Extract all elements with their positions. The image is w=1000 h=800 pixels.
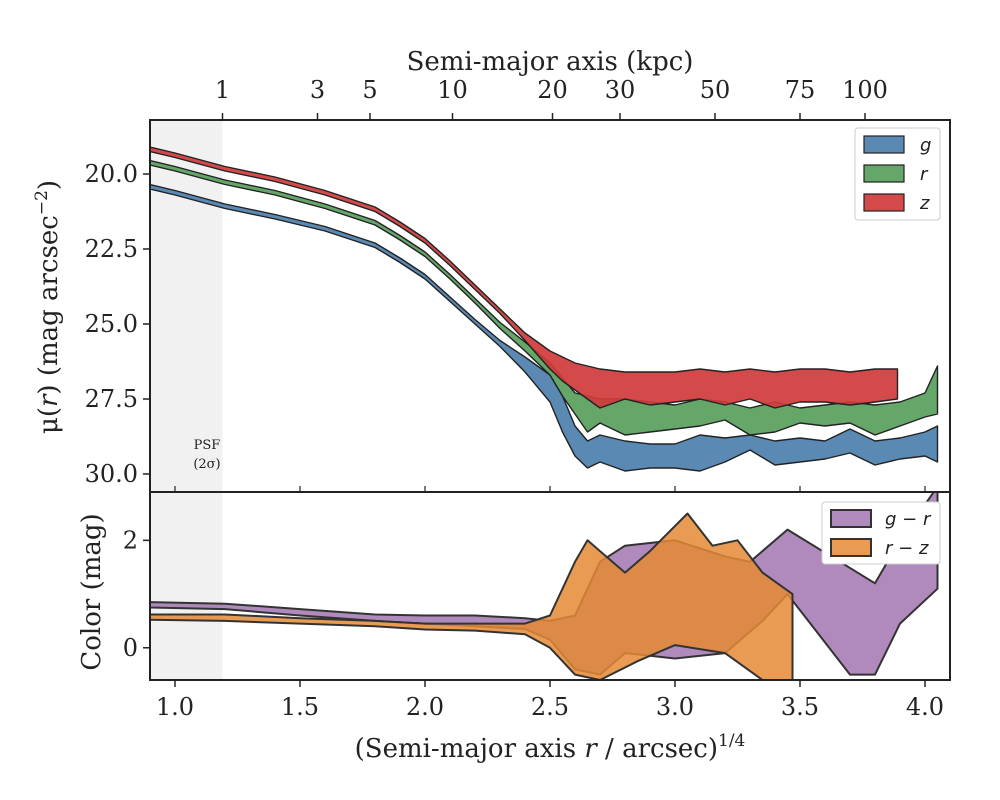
x-tick-label: 1.0	[156, 693, 194, 721]
legend-swatch-z	[863, 193, 905, 212]
y-axis-title-mu: μ(r) (mag arcsec−2)	[32, 180, 64, 434]
legend-label-r-z: r − z	[885, 538, 929, 559]
legend-colors: g − r r − z	[821, 501, 941, 565]
y-tick-label: 20.0	[85, 160, 138, 188]
x-tick-label: 2.0	[406, 693, 444, 721]
kpc-tick-label: 100	[842, 76, 888, 104]
legend-swatch-g-r	[830, 509, 872, 528]
psf-region-top	[150, 120, 223, 492]
color-panel: 02 1.0 1.5 2.0 2.5 3.0 3.5 4.0 Color (mag) (Se…	[77, 486, 951, 764]
surface-brightness-areas	[150, 146, 939, 472]
top-axis-title: Semi-major axis (kpc)	[407, 47, 694, 77]
kpc-axis-ticks: 1 3 5 10 20 30 50 75 100	[215, 76, 888, 120]
color-areas	[150, 492, 939, 680]
kpc-tick-label: 10	[437, 76, 468, 104]
band-g	[150, 183, 939, 472]
legend-bands: grz	[854, 127, 941, 221]
x-tick-label: 1.5	[281, 693, 319, 721]
x-tick-label: 4.0	[906, 693, 944, 721]
kpc-tick-label: 50	[700, 76, 731, 104]
band-r	[150, 159, 939, 436]
psf-label: PSF	[194, 438, 221, 453]
kpc-tick-label: 75	[785, 76, 816, 104]
band-z	[150, 146, 899, 409]
x-axis-title: (Semi-major axis r / arcsec)1/4	[355, 731, 746, 764]
psf-region-bottom	[150, 492, 223, 680]
color-band-g-r	[150, 492, 939, 676]
kpc-tick-label: 1	[215, 76, 230, 104]
legend-swatch-r	[863, 164, 905, 183]
y-tick-label: 22.5	[85, 235, 138, 263]
legend-label-g: g	[920, 135, 931, 156]
y-tick-label: 25.0	[85, 310, 138, 338]
x-tick-label: 2.5	[531, 693, 569, 721]
x-tick-label: 3.5	[781, 693, 819, 721]
y-tick-label: 27.5	[85, 385, 138, 413]
x-axis-ticks: 1.0 1.5 2.0 2.5 3.0 3.5 4.0	[156, 486, 944, 721]
psf-sigma-label: (2σ)	[193, 457, 220, 472]
y-tick-label: 30.0	[85, 460, 138, 488]
kpc-tick-label: 5	[362, 76, 377, 104]
legend-label-g-r: g − r	[885, 509, 932, 530]
color-band-r-z	[150, 512, 794, 680]
color-y-tick-label: 2	[123, 526, 138, 554]
color-y-axis-ticks: 02	[123, 526, 150, 662]
kpc-tick-label: 3	[310, 76, 325, 104]
legend-swatch-g	[863, 135, 905, 154]
color-y-tick-label: 0	[123, 634, 138, 662]
legend-label-z: z	[919, 193, 930, 214]
legend-swatch-r-z	[830, 538, 872, 557]
surface-brightness-panel: 20.0 22.5 25.0 27.5 30.0 1 3 5 10 20 30 50 75 100 PS…	[32, 47, 951, 493]
y-axis-ticks: 20.0 22.5 25.0 27.5 30.0	[85, 160, 150, 488]
legend-label-r: r	[920, 164, 929, 185]
kpc-tick-label: 20	[537, 76, 568, 104]
x-tick-label: 3.0	[656, 693, 694, 721]
kpc-tick-label: 30	[605, 76, 636, 104]
color-y-axis-title: Color (mag)	[77, 513, 107, 670]
